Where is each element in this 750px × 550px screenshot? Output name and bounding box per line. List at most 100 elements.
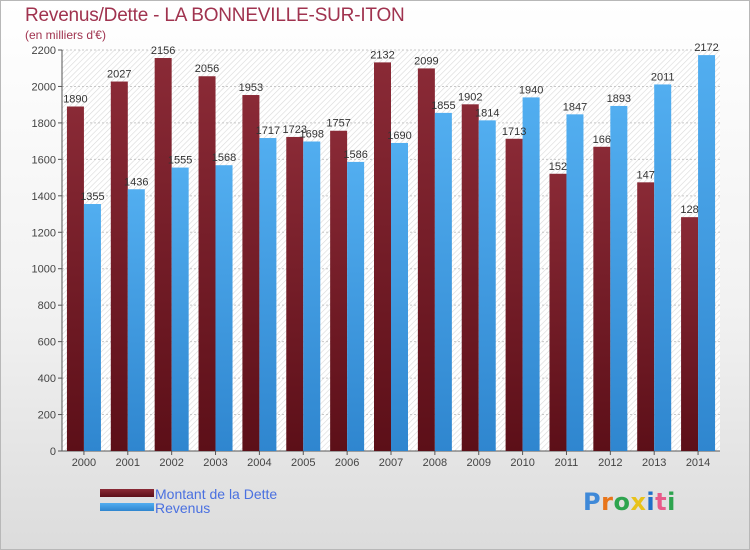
bar-dette — [330, 130, 348, 451]
data-label-dette: 152 — [549, 161, 567, 173]
bar-dette — [374, 62, 391, 452]
bar-dette — [198, 76, 216, 451]
data-label-revenus: 1568 — [212, 152, 236, 164]
x-tick-label: 2003 — [203, 457, 227, 469]
bar-revenus — [83, 204, 101, 451]
y-tick-label: 2000 — [32, 81, 56, 93]
data-label-revenus: 1814 — [475, 107, 499, 119]
bar-dette — [417, 68, 435, 451]
y-tick-label: 600 — [38, 337, 56, 349]
bar-revenus — [259, 138, 277, 451]
bar-revenus — [434, 112, 452, 451]
data-label-revenus: 2011 — [651, 71, 675, 83]
logo-letter: i — [667, 488, 676, 516]
data-label-revenus: 1940 — [519, 84, 543, 96]
data-label-dette: 1902 — [458, 91, 482, 103]
data-label-revenus: 1847 — [563, 101, 587, 113]
bar-dette — [66, 106, 84, 451]
bar-revenus — [478, 120, 496, 451]
y-tick-label: 1200 — [32, 227, 56, 239]
data-label-dette: 2056 — [195, 63, 219, 75]
bar-dette — [154, 58, 172, 452]
bar-dette — [681, 217, 699, 451]
data-label-revenus: 1717 — [256, 125, 280, 137]
x-tick-label: 2007 — [379, 457, 403, 469]
data-label-dette: 1713 — [502, 126, 526, 138]
data-label-revenus: 1855 — [431, 100, 455, 112]
data-label-dette: 166 — [593, 134, 611, 146]
x-tick-label: 2001 — [116, 457, 140, 469]
bar-revenus — [171, 167, 189, 451]
x-tick-label: 2000 — [72, 457, 96, 469]
legend-label-revenus: Revenus — [155, 500, 211, 516]
bar-dette — [549, 173, 567, 451]
bar-dette — [505, 138, 523, 451]
bar-revenus — [303, 141, 321, 451]
bar-revenus — [698, 55, 716, 451]
logo-letter: t — [655, 488, 668, 516]
data-label-revenus: 1698 — [300, 129, 324, 141]
chart-title: Revenus/Dette - LA BONNEVILLE-SUR-ITON — [25, 5, 405, 26]
y-tick-label: 400 — [38, 373, 56, 385]
bar-dette — [593, 146, 611, 452]
bar-revenus — [566, 114, 584, 451]
data-label-dette: 2156 — [151, 45, 175, 57]
x-tick-label: 2009 — [466, 457, 490, 469]
legend-label-dette: Montant de la Dette — [155, 486, 278, 502]
legend-swatch-revenus — [100, 503, 154, 511]
y-tick-label: 1000 — [32, 264, 56, 276]
data-label-dette: 1890 — [63, 94, 87, 106]
bar-revenus — [127, 189, 145, 452]
bar-dette — [461, 104, 479, 452]
x-tick-label: 2011 — [555, 457, 579, 469]
bar-revenus — [215, 165, 233, 452]
x-tick-label: 2008 — [423, 457, 447, 469]
logo-letter: P — [583, 488, 602, 516]
chart-subtitle: (en milliers d'€) — [25, 28, 106, 42]
x-tick-label: 2006 — [335, 457, 359, 469]
bar-revenus — [610, 105, 628, 451]
data-label-dette: 1757 — [326, 118, 350, 130]
data-label-revenus: 1690 — [387, 130, 411, 142]
legend-swatch-dette — [100, 489, 154, 497]
data-label-dette: 1723 — [283, 124, 307, 136]
data-label-dette: 128 — [680, 204, 698, 216]
y-tick-label: 2200 — [32, 45, 56, 57]
logo-letter: x — [630, 488, 647, 516]
x-tick-label: 2005 — [291, 457, 315, 469]
y-tick-label: 800 — [38, 300, 56, 312]
data-label-revenus: 2172 — [694, 42, 718, 54]
data-label-dette: 1953 — [239, 82, 263, 94]
proxiti-logo: Proxiti — [583, 488, 676, 516]
data-label-revenus: 1355 — [80, 191, 104, 203]
x-tick-label: 2004 — [247, 457, 271, 469]
x-tick-label: 2010 — [510, 457, 534, 469]
bar-revenus — [391, 142, 408, 451]
data-label-dette: 2099 — [414, 55, 438, 67]
data-label-dette: 2132 — [370, 49, 394, 61]
logo-letter: r — [601, 488, 614, 516]
x-tick-label: 2002 — [159, 457, 183, 469]
data-label-revenus: 1436 — [124, 176, 148, 188]
data-label-revenus: 1893 — [607, 93, 631, 105]
bar-revenus — [347, 161, 365, 451]
y-tick-label: 1600 — [32, 154, 56, 166]
logo-letter: i — [646, 488, 656, 516]
bar-dette — [110, 81, 128, 452]
x-tick-label: 2014 — [686, 457, 710, 469]
logo-letter: o — [613, 488, 631, 516]
x-tick-label: 2012 — [598, 457, 622, 469]
bar-revenus — [522, 97, 540, 452]
data-label-revenus: 1555 — [168, 155, 192, 167]
data-label-revenus: 1586 — [343, 149, 367, 161]
bar-dette — [637, 182, 655, 451]
y-tick-label: 1800 — [32, 118, 56, 130]
bar-revenus — [654, 84, 672, 451]
y-tick-label: 1400 — [32, 191, 56, 203]
y-tick-label: 0 — [50, 446, 56, 458]
x-tick-label: 2013 — [642, 457, 666, 469]
data-label-dette: 2027 — [107, 69, 131, 81]
y-tick-label: 200 — [38, 410, 56, 422]
data-label-dette: 147 — [637, 169, 655, 181]
